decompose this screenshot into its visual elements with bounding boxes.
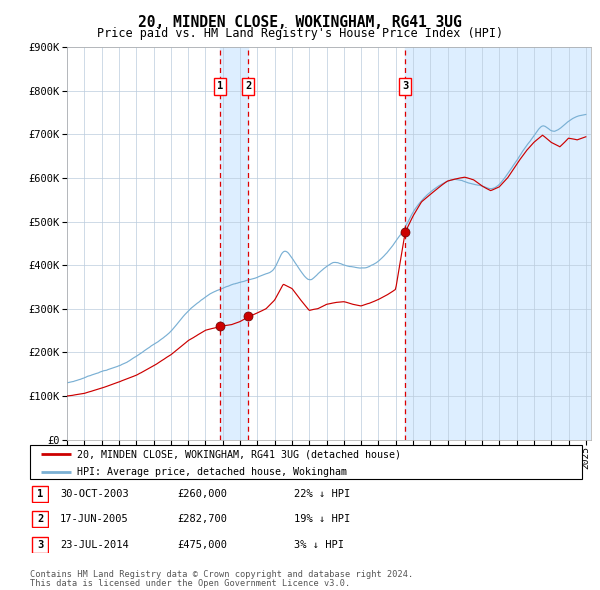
Text: 19% ↓ HPI: 19% ↓ HPI (294, 514, 350, 524)
Text: 23-JUL-2014: 23-JUL-2014 (60, 540, 129, 549)
Text: £282,700: £282,700 (177, 514, 227, 524)
Bar (220, 47, 248, 440)
Text: This data is licensed under the Open Government Licence v3.0.: This data is licensed under the Open Gov… (30, 579, 350, 588)
Text: 3: 3 (402, 81, 408, 91)
Text: Contains HM Land Registry data © Crown copyright and database right 2024.: Contains HM Land Registry data © Crown c… (30, 570, 413, 579)
Text: 20, MINDEN CLOSE, WOKINGHAM, RG41 3UG (detached house): 20, MINDEN CLOSE, WOKINGHAM, RG41 3UG (d… (77, 450, 401, 460)
Text: HPI: Average price, detached house, Wokingham: HPI: Average price, detached house, Woki… (77, 467, 347, 477)
Text: 1: 1 (217, 81, 223, 91)
FancyBboxPatch shape (32, 537, 48, 552)
FancyBboxPatch shape (32, 486, 48, 502)
Text: £260,000: £260,000 (177, 489, 227, 499)
Text: 2: 2 (37, 514, 43, 524)
Text: £475,000: £475,000 (177, 540, 227, 549)
Text: Price paid vs. HM Land Registry's House Price Index (HPI): Price paid vs. HM Land Registry's House … (97, 27, 503, 40)
Text: 3: 3 (37, 540, 43, 549)
Text: 20, MINDEN CLOSE, WOKINGHAM, RG41 3UG: 20, MINDEN CLOSE, WOKINGHAM, RG41 3UG (138, 15, 462, 30)
Text: 1: 1 (37, 489, 43, 499)
Bar (405, 47, 591, 440)
FancyBboxPatch shape (32, 511, 48, 527)
Text: 17-JUN-2005: 17-JUN-2005 (60, 514, 129, 524)
Text: 2: 2 (245, 81, 251, 91)
Text: 3% ↓ HPI: 3% ↓ HPI (294, 540, 344, 549)
Text: 30-OCT-2003: 30-OCT-2003 (60, 489, 129, 499)
FancyBboxPatch shape (30, 445, 582, 479)
Text: 22% ↓ HPI: 22% ↓ HPI (294, 489, 350, 499)
